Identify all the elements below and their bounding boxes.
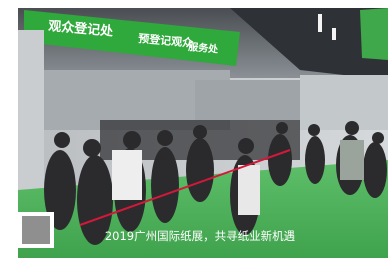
page: 观众登记处 预登记观众 服务处 2019广州国际纸展，共寻纸业新机遇 (() =… (0, 0, 392, 262)
qr-pattern (22, 216, 50, 244)
wall-right (300, 75, 388, 130)
light (332, 28, 336, 40)
person-shirt (340, 140, 364, 180)
caption: 2019广州国际纸展，共寻纸业新机遇 (105, 229, 296, 243)
wall-mid (195, 80, 305, 120)
person-shirt (112, 150, 142, 200)
scene: 观众登记处 预登记观众 服务处 2019广州国际纸展，共寻纸业新机遇 (18, 8, 388, 258)
light (318, 14, 322, 32)
photo: 观众登记处 预登记观众 服务处 2019广州国际纸展，共寻纸业新机遇 (0, 0, 392, 262)
person-shirt (238, 165, 260, 215)
sign-right (360, 8, 388, 60)
